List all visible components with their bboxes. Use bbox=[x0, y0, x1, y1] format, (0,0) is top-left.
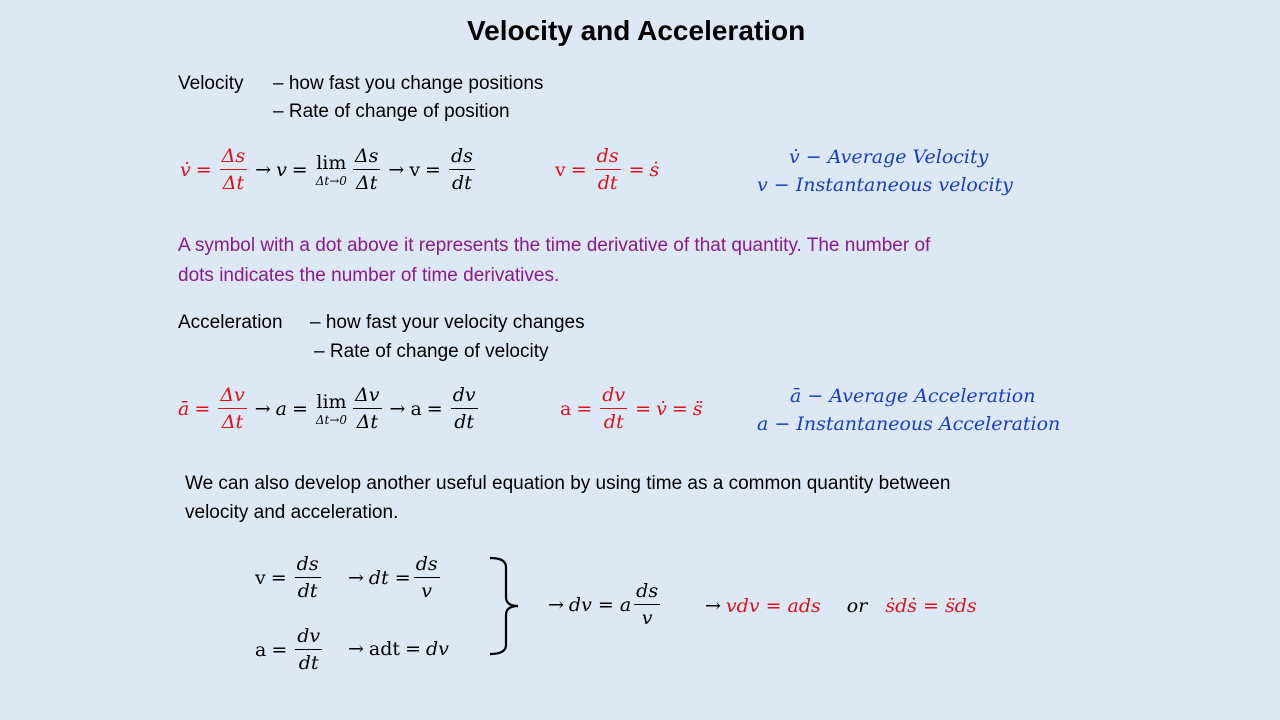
page-title: Velocity and Acceleration bbox=[467, 15, 806, 46]
limit-operator: lim Δt→0 bbox=[315, 151, 347, 188]
a-avg-definition: ā − Average Acceleration bbox=[790, 385, 1036, 407]
develop-line-2: velocity and acceleration. bbox=[185, 502, 399, 523]
final-result: → vdv = ads or ṡdṡ = s̈ds bbox=[705, 595, 977, 617]
dot-note-line-2: dots indicates the number of time deriva… bbox=[178, 265, 560, 286]
dv-equals-a-ds-v: → dv = a ds v bbox=[548, 580, 661, 629]
or-connector: or bbox=[846, 595, 868, 617]
v-avg-definition: v̇ − Average Velocity bbox=[789, 146, 989, 168]
delta-v-over-delta-t-limit: Δv Δt bbox=[353, 384, 382, 433]
dt-equals-ds-v: → dt = ds v bbox=[348, 553, 440, 602]
v-equals-ds-dt: v = ds dt bbox=[255, 553, 321, 602]
velocity-desc-2: – Rate of change of position bbox=[273, 101, 510, 122]
develop-line-1: We can also develop another useful equat… bbox=[185, 473, 951, 494]
a-equals-dv-dt: a = dv dt bbox=[255, 625, 323, 674]
velocity-equation-chain: v̇ = Δs Δt → v = lim Δt→0 Δs Δt → v = ds dt bbox=[180, 145, 475, 194]
a-inst-definition: a − Instantaneous Acceleration bbox=[757, 413, 1061, 435]
delta-s-over-delta-t: Δs Δt bbox=[219, 145, 248, 194]
acceleration-dot-equation: a = dv dt = v̇ = s̈ bbox=[560, 384, 703, 433]
ds-over-dt: ds dt bbox=[448, 145, 475, 194]
dv-over-dt: dv dt bbox=[450, 384, 478, 433]
adt-equals-dv: → adt = dv bbox=[348, 638, 449, 660]
vdv-ads-result: vdv = ads bbox=[725, 595, 821, 617]
velocity-desc-1: – how fast you change positions bbox=[273, 73, 544, 94]
a-avg-symbol: ā bbox=[178, 397, 190, 420]
dot-note-line-1: A symbol with a dot above it represents … bbox=[178, 235, 931, 256]
right-brace-icon bbox=[489, 556, 519, 656]
limit-operator: lim Δt→0 bbox=[315, 390, 348, 427]
v-avg-symbol: v̇ bbox=[180, 158, 191, 181]
velocity-term: Velocity bbox=[178, 73, 244, 94]
delta-s-over-delta-t-limit: Δs Δt bbox=[352, 145, 381, 194]
delta-v-over-delta-t: Δv Δt bbox=[218, 384, 247, 433]
v-inst-definition: v − Instantaneous velocity bbox=[757, 174, 1013, 196]
sdot-result: ṡdṡ = s̈ds bbox=[885, 595, 977, 617]
acceleration-equation-chain: ā = Δv Δt → a = lim Δt→0 Δv Δt → a = dv dt bbox=[178, 384, 478, 433]
acceleration-desc-1: – how fast your velocity changes bbox=[310, 312, 585, 333]
velocity-dot-equation: v = ds dt = ṡ bbox=[555, 145, 660, 194]
acceleration-desc-2: – Rate of change of velocity bbox=[314, 341, 549, 362]
acceleration-term: Acceleration bbox=[178, 312, 283, 333]
